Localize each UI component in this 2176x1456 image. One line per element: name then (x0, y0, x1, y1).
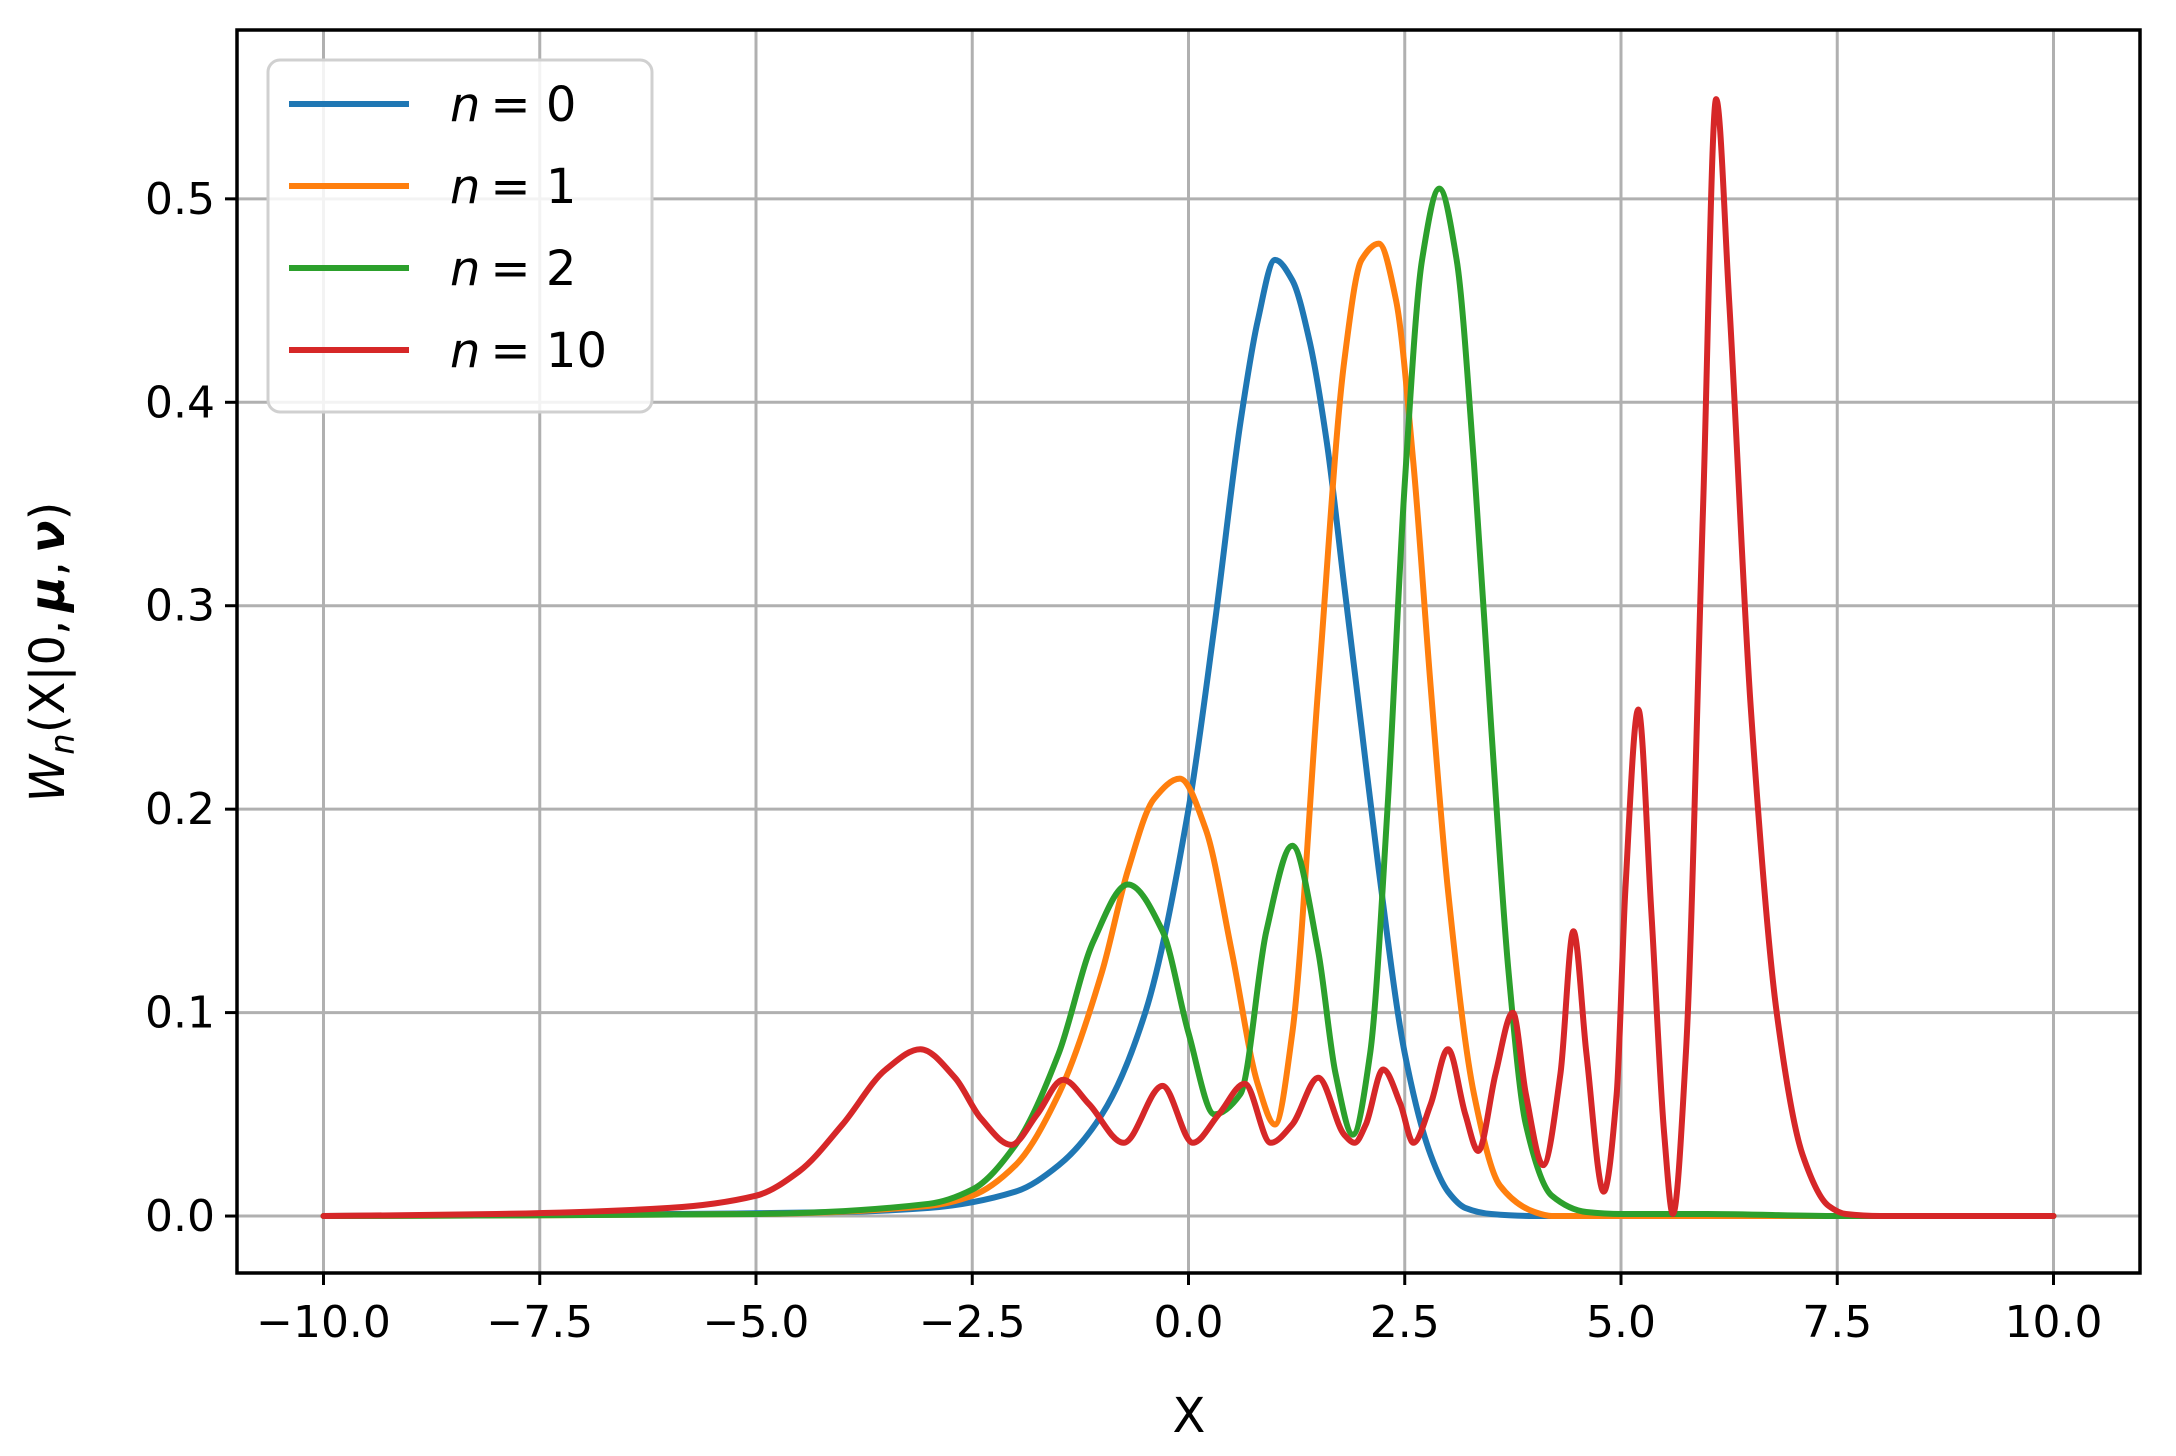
x-axis-ticks: −10.0 −7.5 −5.0 −2.5 0.0 2.5 5.0 7.5 10.0 (256, 1273, 2102, 1348)
y-tick-label: 0.2 (145, 784, 215, 835)
y-label-close: ) (20, 502, 76, 521)
x-tick-label: 2.5 (1370, 1297, 1440, 1348)
legend-label: n = 1 (450, 159, 576, 215)
series-line-n0 (320, 256, 2057, 1220)
y-label-n: n (43, 733, 83, 755)
y-label-mu: μ (20, 576, 76, 613)
y-label-w: W (20, 753, 76, 802)
legend-label-var: n (450, 241, 480, 297)
series-layer (320, 96, 2057, 1220)
legend-label: n = 0 (450, 77, 576, 133)
legend-label-var: n (450, 159, 480, 215)
y-tick-label: 0.3 (145, 581, 215, 632)
y-tick-label: 0.0 (145, 1191, 215, 1242)
x-tick-label: −7.5 (486, 1297, 593, 1348)
y-tick-label: 0.4 (145, 377, 215, 428)
x-tick-label: 5.0 (1586, 1297, 1656, 1348)
legend-label: n = 2 (450, 241, 576, 297)
y-axis-label: Wn(X|0, μ, ν) (20, 502, 83, 803)
y-label-args: (X|0, (20, 620, 76, 734)
legend-label-var: n (450, 77, 480, 133)
x-tick-label: 10.0 (2005, 1297, 2103, 1348)
x-tick-label: 0.0 (1154, 1297, 1224, 1348)
y-tick-label: 0.1 (145, 988, 215, 1039)
svg-text:Wn(X|0,μ,ν): Wn(X|0, μ, ν) (20, 502, 83, 803)
x-axis-label: X (1173, 1388, 1206, 1444)
legend-box (266, 58, 654, 414)
series-line-n1 (320, 240, 2057, 1220)
x-tick-label: 7.5 (1802, 1297, 1872, 1348)
legend-label-value: = 1 (490, 159, 576, 215)
legend: n = 0n = 1n = 2n = 10 (266, 58, 654, 414)
legend-label-value: = 2 (490, 241, 576, 297)
x-tick-label: −2.5 (919, 1297, 1026, 1348)
y-label-nu: ν (20, 520, 76, 553)
y-axis-ticks: 0.0 0.1 0.2 0.3 0.4 0.5 (145, 174, 237, 1242)
legend-label-value: = 0 (490, 77, 576, 133)
legend-label: n = 10 (450, 323, 607, 379)
series-line-n10 (320, 96, 2057, 1220)
x-tick-label: −5.0 (703, 1297, 810, 1348)
y-tick-label: 0.5 (145, 174, 215, 225)
legend-label-var: n (450, 323, 480, 379)
series-line-n2 (320, 185, 2057, 1220)
legend-label-value: = 10 (490, 323, 607, 379)
y-label-comma: , (20, 561, 76, 576)
x-tick-label: −10.0 (256, 1297, 391, 1348)
